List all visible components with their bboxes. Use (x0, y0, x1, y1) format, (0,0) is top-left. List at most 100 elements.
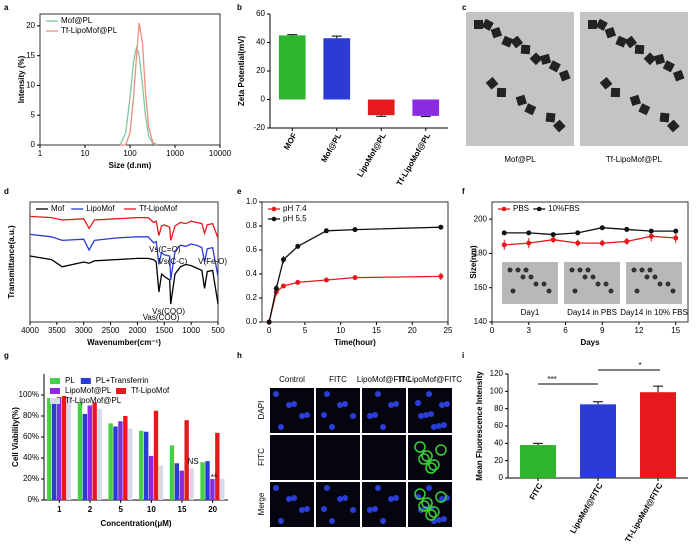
data-point (624, 238, 630, 244)
y-tick-label: 80% (23, 411, 39, 420)
nucleus (299, 413, 305, 419)
data-point (673, 228, 679, 234)
data-point (280, 257, 286, 263)
y-tick-label: 140 (474, 317, 488, 326)
panel-label: d (4, 187, 9, 196)
annotation: Vs(COO) (152, 307, 185, 316)
nucleus (418, 413, 424, 419)
annotation: NS (187, 457, 198, 466)
x-axis-label: Size (d.nm) (109, 161, 152, 170)
annotation: Vs(C=O) (149, 245, 181, 254)
y-tick-label: 0% (27, 495, 39, 504)
x-tick-label: 5 (303, 326, 308, 335)
bar (108, 423, 113, 500)
y-tick-label: 0.4 (246, 269, 258, 278)
y-tick-label: 60 (256, 9, 265, 18)
x-tick-label: 12 (635, 326, 644, 335)
legend-label: PBS (513, 204, 529, 213)
particle (639, 267, 645, 273)
data-point (352, 275, 358, 281)
bar (87, 405, 92, 500)
data-line (29, 255, 219, 305)
annotation: ** (211, 473, 217, 482)
nucleus (304, 506, 310, 512)
nucleus (380, 424, 386, 430)
particle (558, 69, 571, 82)
nucleus (337, 402, 343, 408)
legend-label: PL+Transferrin (96, 376, 149, 385)
panel-label: b (237, 3, 242, 12)
x-tick-label: 3500 (48, 326, 66, 335)
particle (595, 281, 601, 287)
plot-frame (491, 201, 689, 323)
particle (629, 94, 641, 106)
bar (640, 392, 676, 478)
data-point (323, 277, 329, 283)
x-tick-label: 500 (211, 326, 225, 335)
x-tick-label: 10 (81, 149, 90, 158)
data-point (550, 237, 556, 243)
nucleus (441, 516, 447, 522)
bar (158, 465, 164, 500)
panel-label: c (462, 3, 467, 12)
x-tick-label: 2000 (129, 326, 147, 335)
particle (515, 267, 521, 273)
y-tick-label: 5 (31, 110, 36, 119)
nucleus (393, 401, 399, 407)
nucleus (278, 518, 284, 524)
nucleus (273, 391, 279, 397)
fitc-signal (418, 453, 430, 465)
bar (143, 431, 149, 500)
bar (56, 397, 62, 500)
row-label: DAPI (257, 401, 266, 420)
particle (610, 87, 621, 98)
annotation: Vs(C-C) (158, 257, 187, 266)
particle (657, 281, 663, 287)
image-caption: Tf-LipoMof@PL (606, 155, 663, 164)
x-tick-label: 3 (527, 326, 532, 335)
x-tick-label: 20 (408, 326, 417, 335)
x-tick-label: 1000 (166, 149, 184, 158)
data-point (295, 279, 301, 285)
nucleus (393, 495, 399, 501)
particle (545, 112, 556, 123)
fitc-signal (428, 459, 440, 471)
particle (528, 274, 534, 280)
bar (92, 402, 97, 500)
y-tick-label: 120 (490, 369, 504, 378)
bar (210, 479, 215, 500)
legend-marker (271, 206, 277, 212)
x-tick-label: Tf-LipoMof@PL (395, 131, 433, 187)
nucleus (388, 402, 394, 408)
y-axis-label: Size(nm) (469, 245, 478, 279)
fitc-signal (421, 450, 433, 462)
particle (540, 53, 552, 65)
x-tick-label: 4000 (21, 326, 39, 335)
bar (123, 416, 128, 500)
bar (580, 404, 616, 478)
legend-label: Tf-LipoMof@PL (61, 26, 118, 35)
x-tick-label: 1000 (182, 326, 200, 335)
data-point (526, 240, 532, 246)
particle (546, 288, 552, 294)
legend-swatch (116, 388, 126, 394)
data-point (280, 283, 286, 289)
fitc-signal (425, 509, 437, 521)
y-tick-label: 0.6 (246, 245, 258, 254)
particle (474, 20, 483, 29)
x-tick-label: 10 (336, 326, 345, 335)
nucleus (372, 412, 378, 418)
image-caption: Mof@PL (504, 155, 536, 164)
nucleus (426, 391, 432, 397)
nucleus (426, 485, 432, 491)
data-point (501, 230, 507, 236)
x-tick-label: 0 (267, 326, 272, 335)
legend-swatch (50, 378, 60, 384)
particle (599, 76, 613, 90)
x-tick-label: 25 (444, 326, 453, 335)
nucleus (350, 507, 356, 513)
y-tick-label: 0 (261, 95, 266, 104)
y-tick-label: 200 (474, 214, 488, 223)
nucleus (367, 507, 373, 513)
legend-marker (271, 216, 277, 222)
